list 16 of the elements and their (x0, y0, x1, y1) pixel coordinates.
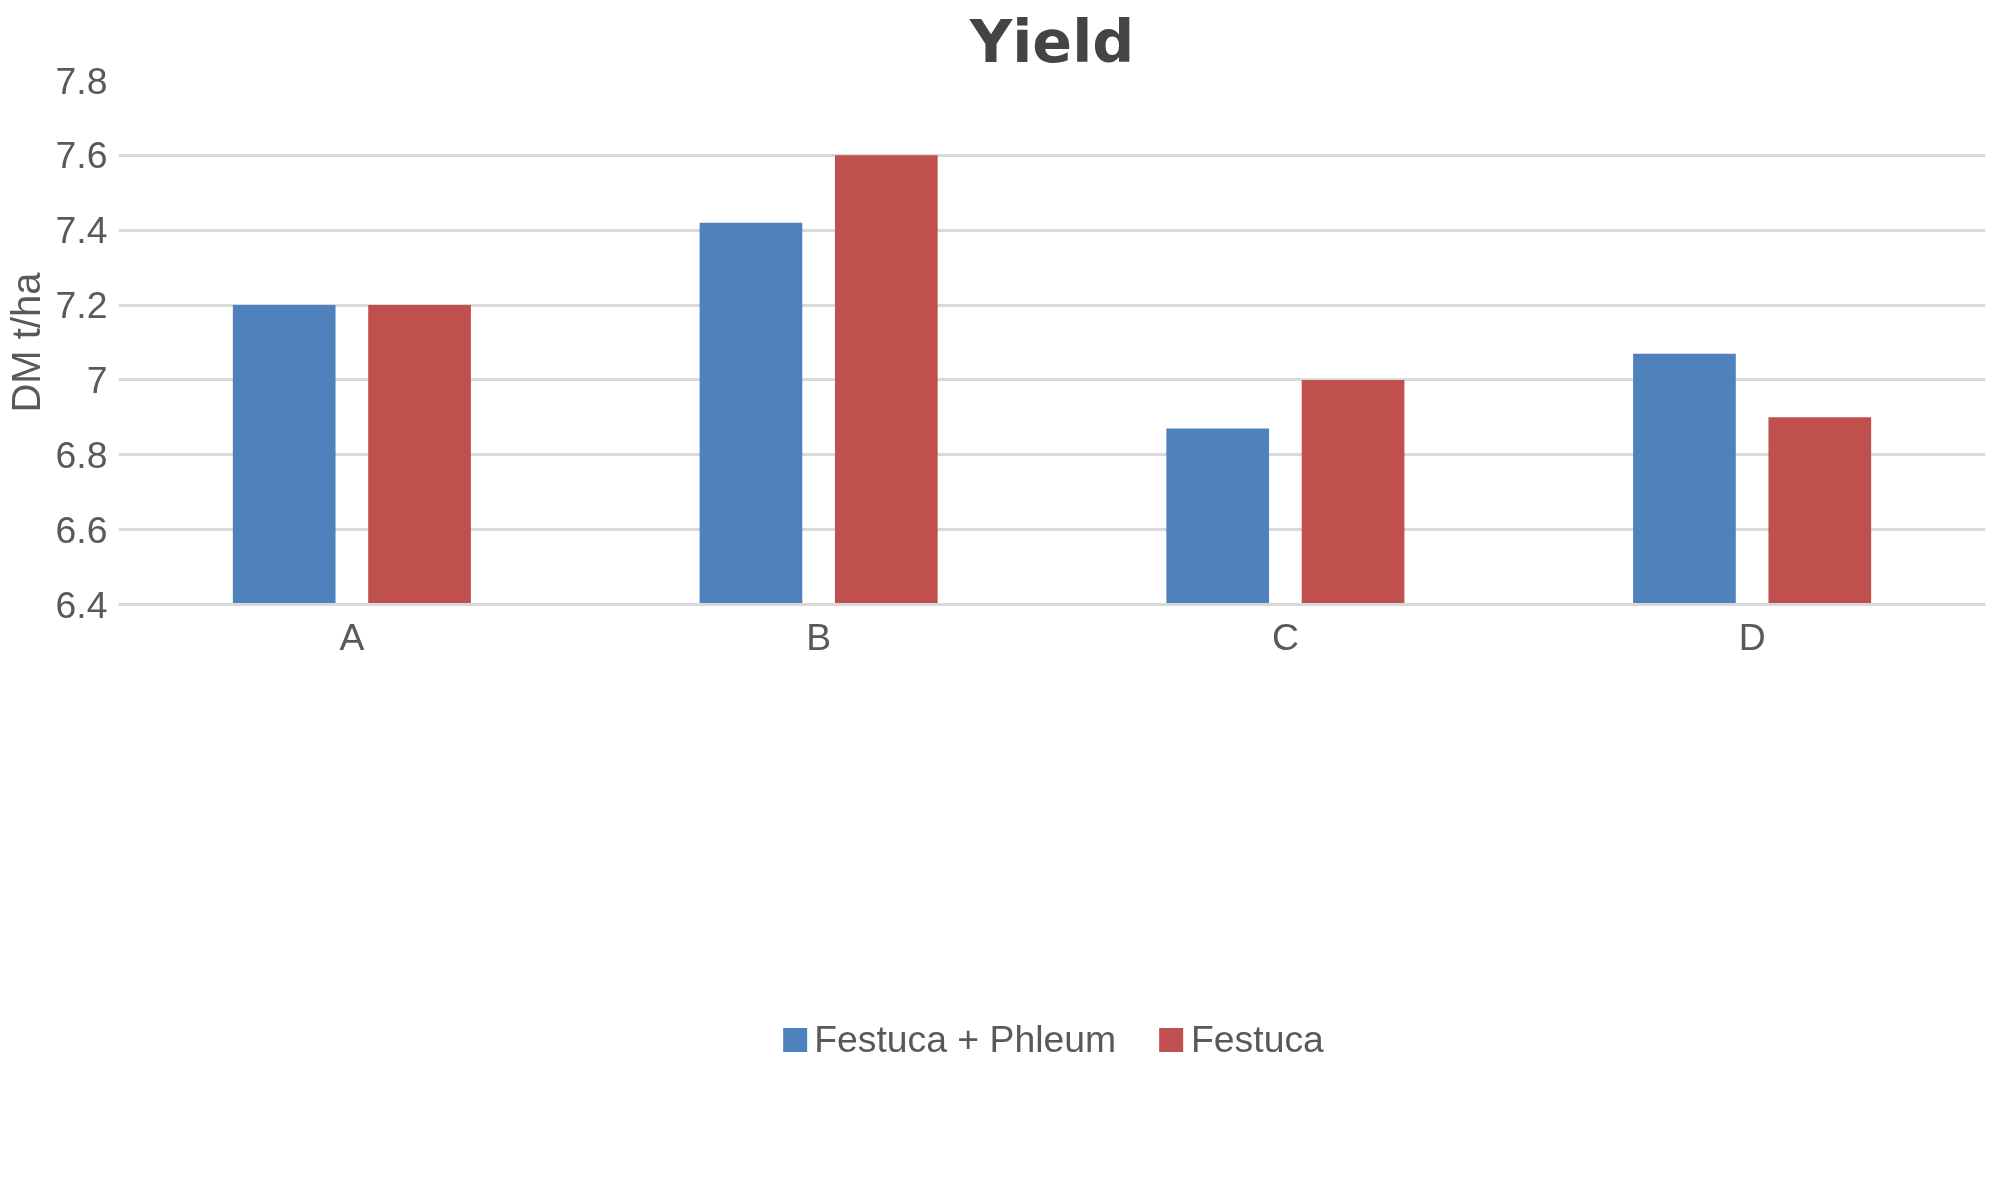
x-tick-label: B (806, 615, 832, 658)
chart-title: Yield (968, 7, 1135, 76)
y-tick-label: 6.4 (55, 583, 108, 626)
y-tick-label: 7.2 (55, 284, 108, 327)
legend-label: Festuca + Phleum (814, 1017, 1117, 1061)
x-tick-label: A (339, 615, 365, 658)
x-tick-label: C (1271, 615, 1299, 658)
y-tick-label: 7 (86, 358, 108, 401)
y-tick-label: 7.6 (55, 134, 108, 177)
y-tick-label: 6.6 (55, 508, 108, 551)
y-tick-label: 6.8 (55, 433, 108, 476)
x-tick-label: D (1738, 615, 1766, 658)
y-tick-label: 7.4 (55, 209, 108, 252)
y-axis-title: DM t/ha (3, 271, 48, 413)
legend-label: Festuca (1191, 1017, 1324, 1061)
y-tick-label: 7.8 (55, 59, 108, 102)
